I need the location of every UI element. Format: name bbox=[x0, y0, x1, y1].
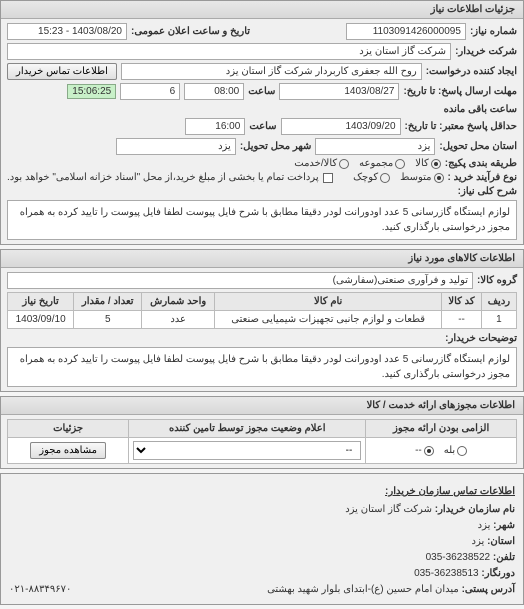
requester-label: ایجاد کننده درخواست: bbox=[426, 66, 517, 77]
time-label-1: ساعت bbox=[248, 86, 275, 97]
buyer-company-label: شرکت خریدار: bbox=[455, 46, 517, 57]
col-date: تاریخ نیاز bbox=[8, 293, 74, 311]
validity-date-field: 1403/09/20 bbox=[281, 118, 401, 135]
table-row: 1 -- قطعات و لوازم جانبی تجهیزات شیمیایی… bbox=[8, 311, 517, 329]
buyer-contact-title: اطلاعات تماس سازمان خریدار: bbox=[9, 484, 515, 500]
address-k: آدرس پستی: bbox=[462, 584, 515, 595]
permit-row: بله -- -- مشاهده مجوز bbox=[8, 438, 517, 464]
mandatory-radio-0[interactable]: بله bbox=[444, 445, 467, 456]
permits-panel: اطلاعات مجوزهای ارائه خدمت / کالا الزامی… bbox=[0, 396, 524, 469]
p-col-2: جزئیات bbox=[8, 420, 129, 438]
package-radio-group: کالا مجموعه کالا/خدمت bbox=[294, 158, 441, 169]
org-v: شرکت گاز استان یزد bbox=[345, 504, 432, 515]
city-k: شهر: bbox=[493, 520, 515, 531]
days-remain-field: 6 bbox=[120, 83, 180, 100]
col-row: ردیف bbox=[481, 293, 516, 311]
package-radio-1[interactable]: مجموعه bbox=[359, 158, 405, 169]
fax-v: 36238513-035 bbox=[414, 568, 479, 579]
goods-panel: اطلاعات کالاهای مورد نیاز گروه کالا: تول… bbox=[0, 249, 524, 392]
col-name: نام کالا bbox=[215, 293, 442, 311]
p-col-0: الزامی بودن ارائه مجوز bbox=[366, 420, 517, 438]
purchase-type-label: نوع فرآیند خرید : bbox=[448, 172, 517, 183]
col-unit: واحد شمارش bbox=[142, 293, 215, 311]
purchase-radio-group: متوسط کوچک bbox=[353, 172, 443, 183]
group-label: گروه کالا: bbox=[477, 275, 517, 286]
p-col-1: اعلام وضعیت مجوز توسط تامین کننده bbox=[129, 420, 366, 438]
general-desc-box: لوازم ایستگاه گازرسانی 5 عدد اودورانت لو… bbox=[7, 200, 517, 240]
fax-k: دورنگار: bbox=[481, 568, 515, 579]
notes-box: لوازم ایستگاه گازرسانی 5 عدد اودورانت لو… bbox=[7, 347, 517, 387]
tel-v: 36238522-035 bbox=[426, 552, 491, 563]
col-code: کد کالا bbox=[442, 293, 482, 311]
buyer-city-field: یزد bbox=[116, 138, 236, 155]
number-label: شماره نیاز: bbox=[470, 26, 517, 37]
view-permit-button[interactable]: مشاهده مجوز bbox=[30, 442, 106, 459]
deadline-time-field: 08:00 bbox=[184, 83, 244, 100]
buyer-city-label: شهر محل تحویل: bbox=[240, 141, 312, 152]
validity-time-field: 16:00 bbox=[185, 118, 245, 135]
contact-info-button[interactable]: اطلاعات تماس خریدار bbox=[7, 63, 117, 80]
treasury-checkbox[interactable] bbox=[323, 173, 333, 183]
requester-field: روح الله جعفری کاربردار شرکت گاز استان ی… bbox=[121, 63, 422, 80]
province-v: یزد bbox=[472, 536, 485, 547]
permits-header: اطلاعات مجوزهای ارائه خدمت / کالا bbox=[1, 397, 523, 415]
notes-label: توضیحات خریدار: bbox=[445, 333, 517, 344]
col-qty: تعداد / مقدار bbox=[74, 293, 142, 311]
validity-label: حداقل پاسخ معتبر: تا تاریخ: bbox=[405, 121, 517, 132]
phone-footer: ۰۲۱-۸۸۳۴۹۶۷۰ bbox=[9, 582, 71, 598]
deadline-date-field: 1403/08/27 bbox=[279, 83, 399, 100]
delivery-place-field: یزد bbox=[315, 138, 435, 155]
goods-header: اطلاعات کالاهای مورد نیاز bbox=[1, 250, 523, 268]
purchase-radio-0[interactable]: متوسط bbox=[400, 172, 443, 183]
city-v: یزد bbox=[478, 520, 491, 531]
province-k: استان: bbox=[487, 536, 515, 547]
tel-k: تلفن: bbox=[493, 552, 515, 563]
deadline-label: مهلت ارسال پاسخ: تا تاریخ: bbox=[403, 86, 517, 97]
package-radio-0[interactable]: کالا bbox=[415, 158, 441, 169]
org-k: نام سازمان خریدار: bbox=[435, 504, 515, 515]
purchase-radio-1[interactable]: کوچک bbox=[353, 172, 390, 183]
announce-label: تاریخ و ساعت اعلان عمومی: bbox=[131, 26, 250, 37]
buyer-company-field: شرکت گاز استان یزد bbox=[7, 43, 451, 60]
address-v: میدان امام حسین (ع)-ابتدای بلوار شهید به… bbox=[267, 584, 459, 595]
treasury-note: پرداخت تمام یا بخشی از مبلغ خرید،از محل … bbox=[7, 172, 319, 183]
buyer-contact-panel: اطلاعات تماس سازمان خریدار: نام سازمان خ… bbox=[0, 473, 524, 605]
goods-table: ردیف کد کالا نام کالا واحد شمارش تعداد /… bbox=[7, 292, 517, 329]
time-label-2: ساعت bbox=[249, 121, 276, 132]
number-field: 1103091426000095 bbox=[346, 23, 466, 40]
general-label: شرح کلی نیاز: bbox=[458, 186, 517, 197]
announce-field: 1403/08/20 - 15:23 bbox=[7, 23, 127, 40]
mandatory-radio-1[interactable]: -- bbox=[415, 445, 434, 456]
package-label: طریقه بندی پکیج: bbox=[445, 158, 517, 169]
group-field: تولید و فرآوری صنعتی(سفارشی) bbox=[7, 272, 473, 289]
need-info-header: جزئیات اطلاعات نیاز bbox=[1, 1, 523, 19]
need-info-panel: جزئیات اطلاعات نیاز شماره نیاز: 11030914… bbox=[0, 0, 524, 245]
countdown-badge: 15:06:25 bbox=[67, 84, 116, 99]
package-radio-2[interactable]: کالا/خدمت bbox=[294, 158, 349, 169]
permits-table: الزامی بودن ارائه مجوز اعلام وضعیت مجوز … bbox=[7, 419, 517, 464]
remain-label: ساعت باقی مانده bbox=[444, 104, 517, 115]
delivery-place-label: استان محل تحویل: bbox=[439, 141, 517, 152]
status-select[interactable]: -- bbox=[133, 441, 361, 460]
